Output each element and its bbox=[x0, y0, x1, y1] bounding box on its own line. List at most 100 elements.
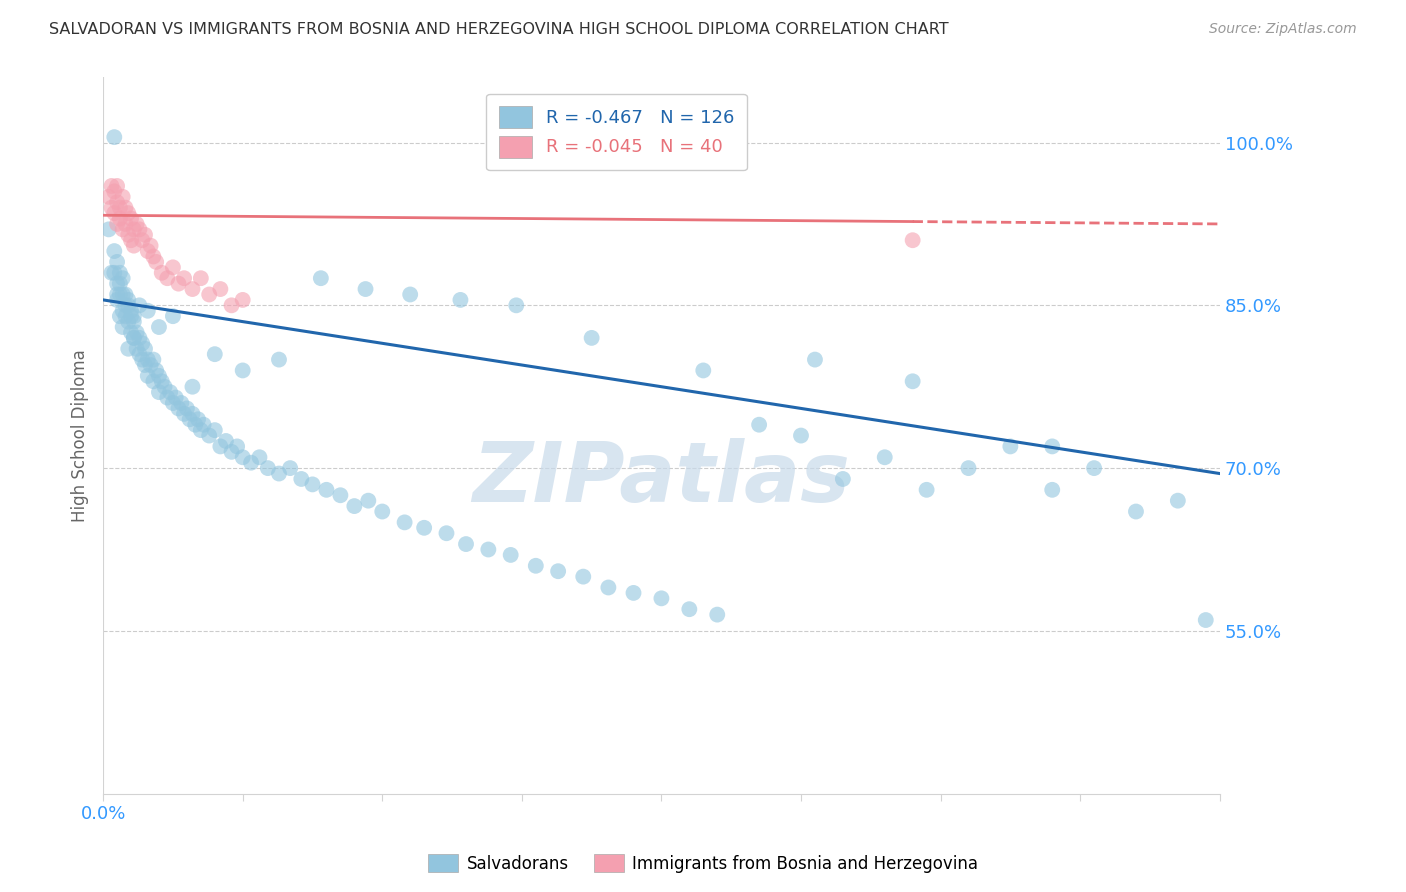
Point bbox=[111, 222, 134, 236]
Point bbox=[748, 417, 770, 432]
Point bbox=[499, 548, 522, 562]
Point bbox=[105, 287, 128, 301]
Point bbox=[114, 298, 136, 312]
Point bbox=[209, 282, 232, 296]
Point bbox=[343, 499, 366, 513]
Point bbox=[120, 326, 142, 340]
Point bbox=[190, 423, 212, 437]
Point bbox=[100, 178, 122, 193]
Point bbox=[122, 331, 145, 345]
Point bbox=[267, 352, 290, 367]
Point bbox=[156, 391, 179, 405]
Point bbox=[128, 347, 150, 361]
Point bbox=[249, 450, 271, 465]
Point bbox=[547, 564, 569, 578]
Point bbox=[901, 374, 924, 388]
Point bbox=[678, 602, 700, 616]
Point bbox=[145, 255, 167, 269]
Point bbox=[128, 331, 150, 345]
Point bbox=[131, 352, 153, 367]
Point bbox=[122, 315, 145, 329]
Point bbox=[1040, 483, 1063, 497]
Point bbox=[256, 461, 278, 475]
Point bbox=[105, 195, 128, 210]
Point bbox=[111, 287, 134, 301]
Point bbox=[148, 385, 170, 400]
Point bbox=[1040, 439, 1063, 453]
Point bbox=[165, 391, 187, 405]
Point bbox=[204, 423, 226, 437]
Point bbox=[108, 277, 131, 291]
Point bbox=[309, 271, 332, 285]
Point bbox=[454, 537, 477, 551]
Point bbox=[181, 380, 204, 394]
Point bbox=[136, 244, 159, 258]
Point bbox=[142, 374, 165, 388]
Point bbox=[108, 309, 131, 323]
Point bbox=[114, 217, 136, 231]
Point bbox=[131, 336, 153, 351]
Point bbox=[128, 298, 150, 312]
Point bbox=[1125, 504, 1147, 518]
Point bbox=[184, 417, 207, 432]
Point bbox=[957, 461, 980, 475]
Point bbox=[117, 315, 139, 329]
Point bbox=[125, 342, 148, 356]
Text: SALVADORAN VS IMMIGRANTS FROM BOSNIA AND HERZEGOVINA HIGH SCHOOL DIPLOMA CORRELA: SALVADORAN VS IMMIGRANTS FROM BOSNIA AND… bbox=[49, 22, 949, 37]
Point bbox=[221, 298, 243, 312]
Point bbox=[706, 607, 728, 622]
Point bbox=[111, 271, 134, 285]
Point bbox=[232, 293, 254, 307]
Point bbox=[173, 407, 195, 421]
Point bbox=[105, 277, 128, 291]
Point bbox=[150, 266, 173, 280]
Point bbox=[108, 287, 131, 301]
Point bbox=[114, 309, 136, 323]
Point bbox=[103, 130, 125, 145]
Point bbox=[598, 581, 620, 595]
Point bbox=[354, 282, 377, 296]
Point bbox=[131, 233, 153, 247]
Point bbox=[240, 456, 263, 470]
Point bbox=[100, 266, 122, 280]
Point bbox=[150, 374, 173, 388]
Point bbox=[170, 396, 193, 410]
Point bbox=[100, 201, 122, 215]
Point bbox=[139, 358, 162, 372]
Point bbox=[804, 352, 827, 367]
Point bbox=[103, 206, 125, 220]
Point bbox=[901, 233, 924, 247]
Text: Source: ZipAtlas.com: Source: ZipAtlas.com bbox=[1209, 22, 1357, 37]
Point bbox=[148, 368, 170, 383]
Point bbox=[1195, 613, 1218, 627]
Point bbox=[156, 271, 179, 285]
Point bbox=[111, 190, 134, 204]
Point bbox=[505, 298, 527, 312]
Point bbox=[122, 331, 145, 345]
Point bbox=[134, 358, 156, 372]
Point bbox=[193, 417, 215, 432]
Point bbox=[114, 287, 136, 301]
Point bbox=[650, 591, 672, 606]
Point bbox=[1000, 439, 1022, 453]
Point bbox=[136, 352, 159, 367]
Point bbox=[198, 428, 221, 442]
Point bbox=[108, 266, 131, 280]
Point bbox=[111, 303, 134, 318]
Point bbox=[173, 271, 195, 285]
Point bbox=[329, 488, 352, 502]
Point bbox=[394, 516, 416, 530]
Point bbox=[221, 445, 243, 459]
Point bbox=[1167, 493, 1189, 508]
Point bbox=[232, 363, 254, 377]
Point bbox=[136, 303, 159, 318]
Point bbox=[790, 428, 813, 442]
Point bbox=[371, 504, 394, 518]
Point bbox=[105, 178, 128, 193]
Point bbox=[117, 342, 139, 356]
Point bbox=[179, 412, 201, 426]
Point bbox=[134, 342, 156, 356]
Point bbox=[162, 260, 184, 275]
Point bbox=[209, 439, 232, 453]
Point bbox=[623, 586, 645, 600]
